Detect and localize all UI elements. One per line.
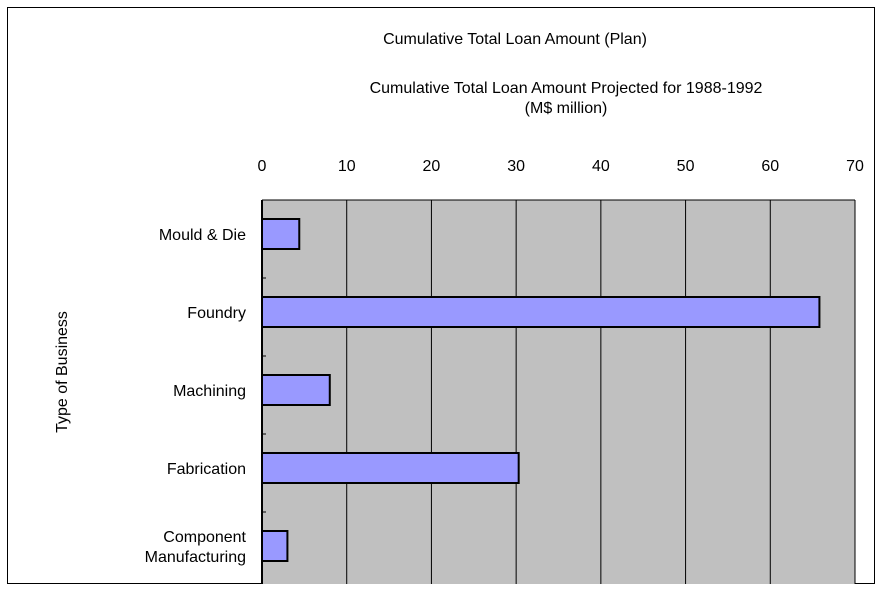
axes — [261, 199, 856, 584]
x-tick-label: 10 — [338, 158, 356, 175]
x-tick-label: 0 — [258, 158, 267, 175]
x-tick-label: 40 — [592, 158, 610, 175]
x-tick-label: 50 — [677, 158, 695, 175]
x-tick-labels: 0 10 20 30 40 50 60 70 — [258, 158, 864, 175]
bar — [261, 374, 331, 406]
bar — [261, 452, 520, 484]
chart-title: Cumulative Total Loan Amount (Plan) — [383, 31, 647, 48]
category-label: Machining — [173, 383, 246, 400]
plot-area — [262, 200, 855, 584]
y-axis-label: Type of Business — [54, 311, 71, 433]
x-tick-label: 60 — [761, 158, 779, 175]
category-label: Mould & Die — [159, 227, 246, 244]
bar — [261, 530, 289, 562]
x-axis-label-line-2: (M$ million) — [525, 100, 608, 117]
bar — [261, 296, 821, 328]
category-labels: Mould & Die Foundry Machining Fabrication Co… — [145, 227, 247, 566]
bars — [261, 218, 821, 562]
x-tick-label: 20 — [423, 158, 441, 175]
x-tick-label: 70 — [846, 158, 864, 175]
category-label: Foundry — [187, 305, 246, 322]
bar — [261, 218, 301, 250]
category-label: Component Manufacturing — [145, 529, 247, 566]
category-label: Fabrication — [167, 461, 246, 478]
x-tick-label: 30 — [507, 158, 525, 175]
x-axis-label-line-1: Cumulative Total Loan Amount Projected f… — [370, 80, 763, 97]
